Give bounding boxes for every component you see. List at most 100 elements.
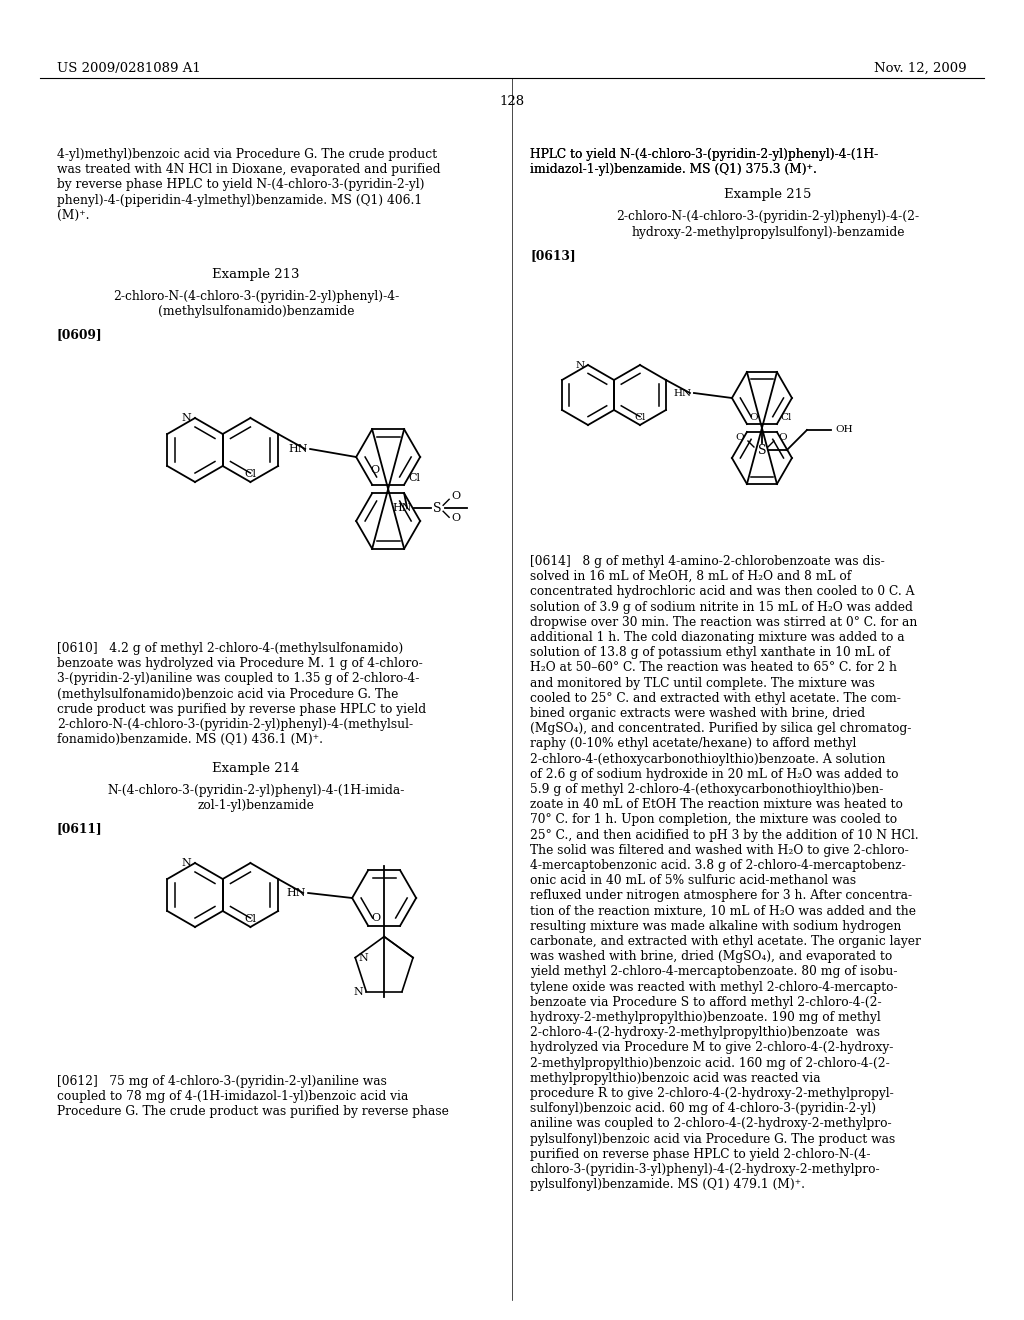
Text: Example 215: Example 215: [724, 189, 812, 202]
Text: fonamido)benzamide. MS (Q1) 436.1 (M)⁺.: fonamido)benzamide. MS (Q1) 436.1 (M)⁺.: [57, 733, 323, 746]
Text: pylsulfonyl)benzamide. MS (Q1) 479.1 (M)⁺.: pylsulfonyl)benzamide. MS (Q1) 479.1 (M)…: [530, 1179, 805, 1191]
Text: tylene oxide was reacted with methyl 2-chloro-4-mercapto-: tylene oxide was reacted with methyl 2-c…: [530, 981, 898, 994]
Text: was washed with brine, dried (MgSO₄), and evaporated to: was washed with brine, dried (MgSO₄), an…: [530, 950, 892, 964]
Text: HPLC to yield N-(4-chloro-3-(pyridin-2-yl)phenyl)-4-(1H-: HPLC to yield N-(4-chloro-3-(pyridin-2-y…: [530, 148, 879, 161]
Text: of 2.6 g of sodium hydroxide in 20 mL of H₂O was added to: of 2.6 g of sodium hydroxide in 20 mL of…: [530, 768, 898, 781]
Text: O: O: [452, 491, 460, 502]
Text: HN: HN: [289, 444, 308, 454]
Text: 3-(pyridin-2-yl)aniline was coupled to 1.35 g of 2-chloro-4-: 3-(pyridin-2-yl)aniline was coupled to 1…: [57, 672, 420, 685]
Text: zol-1-yl)benzamide: zol-1-yl)benzamide: [198, 799, 314, 812]
Text: hydrolyzed via Procedure M to give 2-chloro-4-(2-hydroxy-: hydrolyzed via Procedure M to give 2-chl…: [530, 1041, 893, 1055]
Text: O: O: [371, 912, 380, 923]
Text: purified on reverse phase HPLC to yield 2-chloro-N-(4-: purified on reverse phase HPLC to yield …: [530, 1148, 870, 1160]
Text: (methylsulfonamido)benzoic acid via Procedure G. The: (methylsulfonamido)benzoic acid via Proc…: [57, 688, 398, 701]
Text: O: O: [749, 413, 758, 422]
Text: [0613]: [0613]: [530, 248, 575, 261]
Text: N: N: [181, 858, 191, 869]
Text: HN: HN: [674, 388, 692, 397]
Text: zoate in 40 mL of EtOH The reaction mixture was heated to: zoate in 40 mL of EtOH The reaction mixt…: [530, 799, 903, 812]
Text: solved in 16 mL of MeOH, 8 mL of H₂O and 8 mL of: solved in 16 mL of MeOH, 8 mL of H₂O and…: [530, 570, 851, 583]
Text: solution of 13.8 g of potassium ethyl xanthate in 10 mL of: solution of 13.8 g of potassium ethyl xa…: [530, 647, 890, 659]
Text: 25° C., and then acidified to pH 3 by the addition of 10 N HCl.: 25° C., and then acidified to pH 3 by th…: [530, 829, 919, 842]
Text: onic acid in 40 mL of 5% sulfuric acid-methanol was: onic acid in 40 mL of 5% sulfuric acid-m…: [530, 874, 856, 887]
Text: OH: OH: [835, 425, 853, 434]
Text: S: S: [433, 502, 441, 515]
Text: Example 214: Example 214: [212, 762, 300, 775]
Text: Example 213: Example 213: [212, 268, 300, 281]
Text: phenyl)-4-(piperidin-4-ylmethyl)benzamide. MS (Q1) 406.1: phenyl)-4-(piperidin-4-ylmethyl)benzamid…: [57, 194, 422, 207]
Text: 4-yl)methyl)benzoic acid via Procedure G. The crude product: 4-yl)methyl)benzoic acid via Procedure G…: [57, 148, 437, 161]
Text: refluxed under nitrogen atmosphere for 3 h. After concentra-: refluxed under nitrogen atmosphere for 3…: [530, 890, 912, 903]
Text: bined organic extracts were washed with brine, dried: bined organic extracts were washed with …: [530, 708, 865, 719]
Text: N: N: [181, 413, 191, 422]
Text: benzoate was hydrolyzed via Procedure M. 1 g of 4-chloro-: benzoate was hydrolyzed via Procedure M.…: [57, 657, 423, 671]
Text: H₂O at 50–60° C. The reaction was heated to 65° C. for 2 h: H₂O at 50–60° C. The reaction was heated…: [530, 661, 897, 675]
Text: O: O: [452, 513, 460, 523]
Text: Cl: Cl: [409, 473, 420, 483]
Text: coupled to 78 mg of 4-(1H-imidazol-1-yl)benzoic acid via: coupled to 78 mg of 4-(1H-imidazol-1-yl)…: [57, 1090, 409, 1104]
Text: hydroxy-2-methylpropylthio)benzoate. 190 mg of methyl: hydroxy-2-methylpropylthio)benzoate. 190…: [530, 1011, 881, 1024]
Text: Cl: Cl: [634, 413, 646, 422]
Text: 2-chloro-4-(2-hydroxy-2-methylpropylthio)benzoate  was: 2-chloro-4-(2-hydroxy-2-methylpropylthio…: [530, 1026, 880, 1039]
Text: HN: HN: [287, 888, 306, 898]
Text: resulting mixture was made alkaline with sodium hydrogen: resulting mixture was made alkaline with…: [530, 920, 901, 933]
Text: 2-chloro-4-(ethoxycarbonothioylthio)benzoate. A solution: 2-chloro-4-(ethoxycarbonothioylthio)benz…: [530, 752, 886, 766]
Text: concentrated hydrochloric acid and was then cooled to 0 C. A: concentrated hydrochloric acid and was t…: [530, 585, 914, 598]
Text: procedure R to give 2-chloro-4-(2-hydroxy-2-methylpropyl-: procedure R to give 2-chloro-4-(2-hydrox…: [530, 1086, 894, 1100]
Text: [0612]   75 mg of 4-chloro-3-(pyridin-2-yl)aniline was: [0612] 75 mg of 4-chloro-3-(pyridin-2-yl…: [57, 1074, 387, 1088]
Text: 4-mercaptobenzonic acid. 3.8 g of 2-chloro-4-mercaptobenz-: 4-mercaptobenzonic acid. 3.8 g of 2-chlo…: [530, 859, 906, 873]
Text: 70° C. for 1 h. Upon completion, the mixture was cooled to: 70° C. for 1 h. Upon completion, the mix…: [530, 813, 897, 826]
Text: imidazol-1-yl)benzamide. MS (Q1) 375.3 (M)⁺.: imidazol-1-yl)benzamide. MS (Q1) 375.3 (…: [530, 164, 817, 176]
Text: tion of the reaction mixture, 10 mL of H₂O was added and the: tion of the reaction mixture, 10 mL of H…: [530, 904, 916, 917]
Text: aniline was coupled to 2-chloro-4-(2-hydroxy-2-methylpro-: aniline was coupled to 2-chloro-4-(2-hyd…: [530, 1118, 892, 1130]
Text: and monitored by TLC until complete. The mixture was: and monitored by TLC until complete. The…: [530, 677, 874, 689]
Text: by reverse phase HPLC to yield N-(4-chloro-3-(pyridin-2-yl): by reverse phase HPLC to yield N-(4-chlo…: [57, 178, 425, 191]
Text: O: O: [735, 433, 744, 442]
Text: 2-chloro-N-(4-chloro-3-(pyridin-2-yl)phenyl)-4-(2-: 2-chloro-N-(4-chloro-3-(pyridin-2-yl)phe…: [616, 210, 920, 223]
Text: The solid was filtered and washed with H₂O to give 2-chloro-: The solid was filtered and washed with H…: [530, 843, 908, 857]
Text: Cl: Cl: [245, 469, 256, 479]
Text: N: N: [575, 360, 585, 370]
Text: 2-methylpropylthio)benzoic acid. 160 mg of 2-chloro-4-(2-: 2-methylpropylthio)benzoic acid. 160 mg …: [530, 1056, 890, 1069]
Text: N: N: [358, 953, 368, 962]
Text: crude product was purified by reverse phase HPLC to yield: crude product was purified by reverse ph…: [57, 702, 426, 715]
Text: yield methyl 2-chloro-4-mercaptobenzoate. 80 mg of isobu-: yield methyl 2-chloro-4-mercaptobenzoate…: [530, 965, 897, 978]
Text: Nov. 12, 2009: Nov. 12, 2009: [874, 62, 967, 75]
Text: O: O: [370, 465, 379, 475]
Text: N-(4-chloro-3-(pyridin-2-yl)phenyl)-4-(1H-imida-: N-(4-chloro-3-(pyridin-2-yl)phenyl)-4-(1…: [108, 784, 404, 797]
Text: 2-chloro-N-(4-chloro-3-(pyridin-2-yl)phenyl)-4-(methylsul-: 2-chloro-N-(4-chloro-3-(pyridin-2-yl)phe…: [57, 718, 413, 731]
Text: cooled to 25° C. and extracted with ethyl acetate. The com-: cooled to 25° C. and extracted with ethy…: [530, 692, 901, 705]
Text: sulfonyl)benzoic acid. 60 mg of 4-chloro-3-(pyridin-2-yl): sulfonyl)benzoic acid. 60 mg of 4-chloro…: [530, 1102, 877, 1115]
Text: Cl: Cl: [780, 413, 792, 422]
Text: US 2009/0281089 A1: US 2009/0281089 A1: [57, 62, 201, 75]
Text: Cl: Cl: [245, 913, 256, 924]
Text: 128: 128: [500, 95, 524, 108]
Text: imidazol-1-yl)benzamide. MS (Q1) 375.3 (M)⁺.: imidazol-1-yl)benzamide. MS (Q1) 375.3 (…: [530, 164, 817, 176]
Text: [0611]: [0611]: [57, 822, 102, 836]
Text: HN: HN: [392, 503, 412, 513]
Text: hydroxy-2-methylpropylsulfonyl)-benzamide: hydroxy-2-methylpropylsulfonyl)-benzamid…: [631, 226, 905, 239]
Text: was treated with 4N HCl in Dioxane, evaporated and purified: was treated with 4N HCl in Dioxane, evap…: [57, 164, 440, 176]
Text: (MgSO₄), and concentrated. Purified by silica gel chromatog-: (MgSO₄), and concentrated. Purified by s…: [530, 722, 911, 735]
Text: solution of 3.9 g of sodium nitrite in 15 mL of H₂O was added: solution of 3.9 g of sodium nitrite in 1…: [530, 601, 912, 614]
Text: S: S: [758, 444, 766, 457]
Text: 2-chloro-N-(4-chloro-3-(pyridin-2-yl)phenyl)-4-: 2-chloro-N-(4-chloro-3-(pyridin-2-yl)phe…: [113, 290, 399, 304]
Text: raphy (0-10% ethyl acetate/hexane) to afford methyl: raphy (0-10% ethyl acetate/hexane) to af…: [530, 738, 856, 750]
Text: [0609]: [0609]: [57, 329, 102, 342]
Text: pylsulfonyl)benzoic acid via Procedure G. The product was: pylsulfonyl)benzoic acid via Procedure G…: [530, 1133, 895, 1146]
Text: 5.9 g of methyl 2-chloro-4-(ethoxycarbonothioylthio)ben-: 5.9 g of methyl 2-chloro-4-(ethoxycarbon…: [530, 783, 884, 796]
Text: methylpropylthio)benzoic acid was reacted via: methylpropylthio)benzoic acid was reacte…: [530, 1072, 820, 1085]
Text: [0610]   4.2 g of methyl 2-chloro-4-(methylsulfonamido): [0610] 4.2 g of methyl 2-chloro-4-(methy…: [57, 642, 403, 655]
Text: additional 1 h. The cold diazonating mixture was added to a: additional 1 h. The cold diazonating mix…: [530, 631, 904, 644]
Text: Procedure G. The crude product was purified by reverse phase: Procedure G. The crude product was purif…: [57, 1105, 449, 1118]
Text: dropwise over 30 min. The reaction was stirred at 0° C. for an: dropwise over 30 min. The reaction was s…: [530, 616, 918, 628]
Text: N: N: [353, 986, 364, 997]
Text: (M)⁺.: (M)⁺.: [57, 209, 89, 222]
Text: benzoate via Procedure S to afford methyl 2-chloro-4-(2-: benzoate via Procedure S to afford methy…: [530, 995, 882, 1008]
Text: HPLC to yield N-(4-chloro-3-(pyridin-2-yl)phenyl)-4-(1H-: HPLC to yield N-(4-chloro-3-(pyridin-2-y…: [530, 148, 879, 161]
Text: O: O: [778, 433, 786, 442]
Text: chloro-3-(pyridin-3-yl)phenyl)-4-(2-hydroxy-2-methylpro-: chloro-3-(pyridin-3-yl)phenyl)-4-(2-hydr…: [530, 1163, 880, 1176]
Text: (methylsulfonamido)benzamide: (methylsulfonamido)benzamide: [158, 305, 354, 318]
Text: carbonate, and extracted with ethyl acetate. The organic layer: carbonate, and extracted with ethyl acet…: [530, 935, 921, 948]
Text: [0614]   8 g of methyl 4-amino-2-chlorobenzoate was dis-: [0614] 8 g of methyl 4-amino-2-chloroben…: [530, 554, 885, 568]
